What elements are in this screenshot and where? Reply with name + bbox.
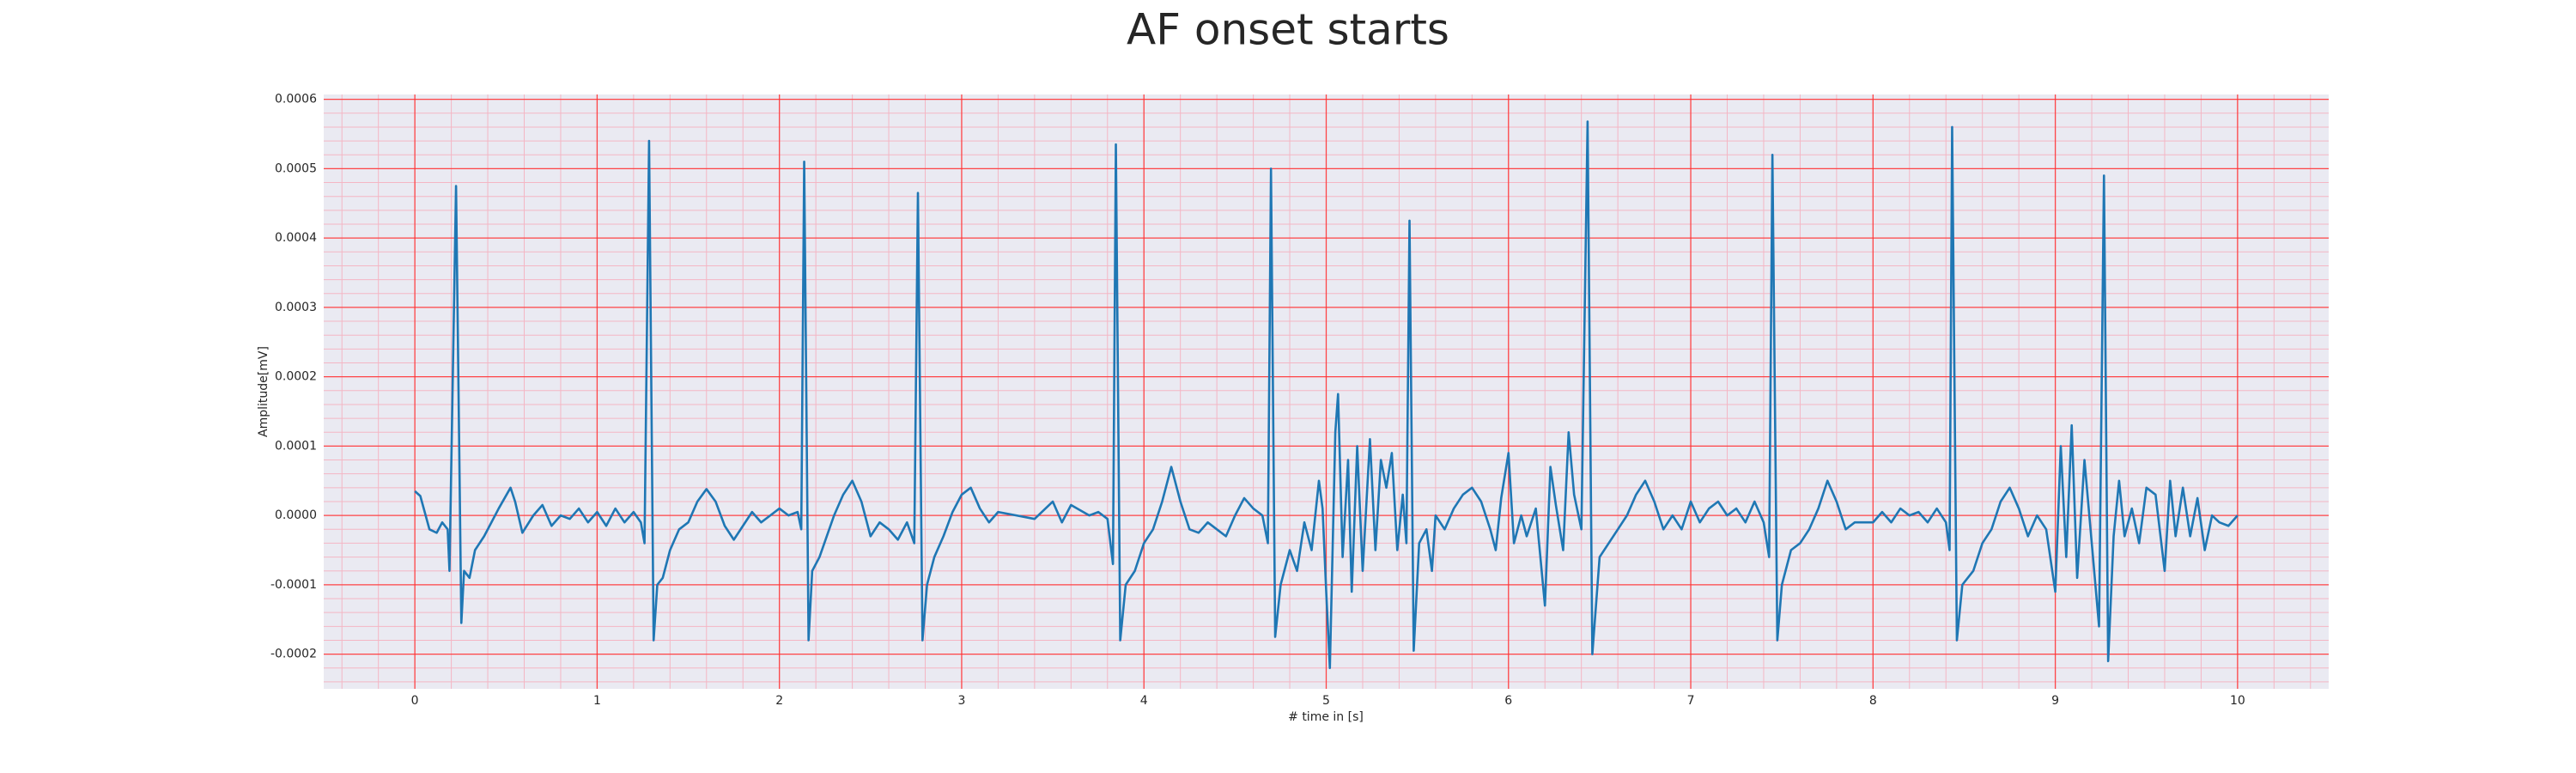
- x-tick-label: 2: [775, 694, 783, 708]
- x-axis-label: # time in [s]: [1288, 710, 1364, 724]
- x-tick-label: 3: [957, 694, 965, 708]
- x-tick-label: 8: [1869, 694, 1877, 708]
- ecg-line: [414, 120, 2239, 670]
- x-tick-label: 10: [2230, 694, 2245, 708]
- x-tick-label: 4: [1140, 694, 1148, 708]
- x-tick-label: 7: [1687, 694, 1695, 708]
- x-tick-label: 1: [593, 694, 601, 708]
- y-axis-label: Amplitude[mV]: [257, 346, 270, 437]
- y-tick-label: 0.0001: [275, 439, 317, 453]
- y-tick-label: 0.0006: [275, 93, 317, 107]
- x-tick-label: 0: [411, 694, 419, 708]
- y-tick-label: 0.0003: [275, 301, 317, 314]
- y-tick-label: 0.0004: [275, 231, 317, 245]
- y-tick-label: 0.0002: [275, 370, 317, 384]
- x-tick-label: 6: [1504, 694, 1512, 708]
- y-tick-label: -0.0001: [270, 578, 317, 592]
- x-tick-label: 5: [1322, 694, 1330, 708]
- x-tick-label: 9: [2051, 694, 2059, 708]
- y-tick-label: 0.0000: [275, 508, 317, 522]
- chart-title: AF onset starts: [1127, 5, 1449, 55]
- y-tick-label: -0.0002: [270, 648, 317, 661]
- y-tick-label: 0.0005: [275, 161, 317, 175]
